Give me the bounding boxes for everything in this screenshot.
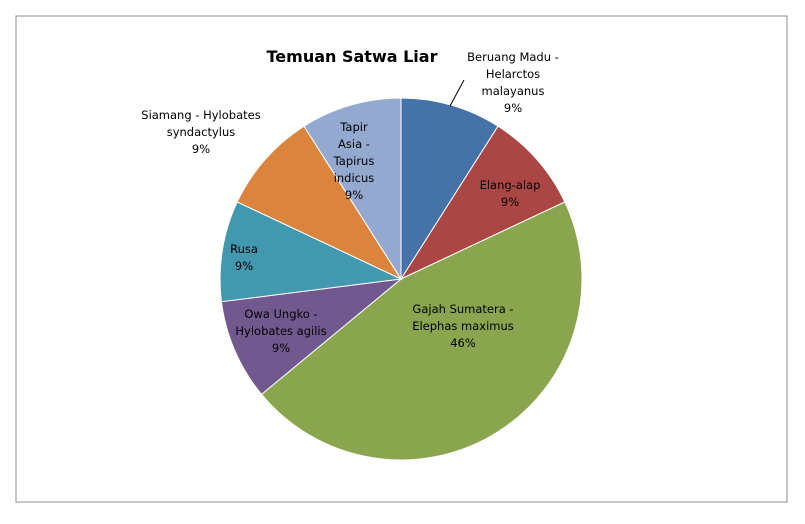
slice-label-2: Elang-alap 9% <box>480 178 541 209</box>
pie-slice-1 <box>400 97 499 281</box>
slice-label-6: Siamang - Hylobates syndactylus 9% <box>141 108 260 156</box>
labels-group: Beruang Madu -Helarctos malayanus 9% Elang-… <box>141 50 559 355</box>
pie-slice-4 <box>220 278 403 396</box>
pie-slice-5 <box>219 201 403 303</box>
slice-label-5: Rusa 9% <box>230 242 258 273</box>
slice-label-4: Owa Ungko -Hylobates agilis 9% <box>235 307 326 355</box>
pie-slice-7 <box>303 97 402 281</box>
leader-line-1 <box>449 79 465 107</box>
slice-label-1: Beruang Madu -Helarctos malayanus 9% <box>467 50 559 115</box>
slice-label-3: Gajah Sumatera -Elephas maximus 46% <box>412 302 514 350</box>
pie-slice-6 <box>236 125 403 281</box>
pie-slice-2 <box>399 125 566 281</box>
chart-title: Temuan Satwa Liar <box>267 47 438 66</box>
slices-group <box>219 97 583 461</box>
slice-label-7: Tapir Asia -Tapirus indicus 9% <box>333 120 375 202</box>
pie-slice-3 <box>260 201 583 461</box>
